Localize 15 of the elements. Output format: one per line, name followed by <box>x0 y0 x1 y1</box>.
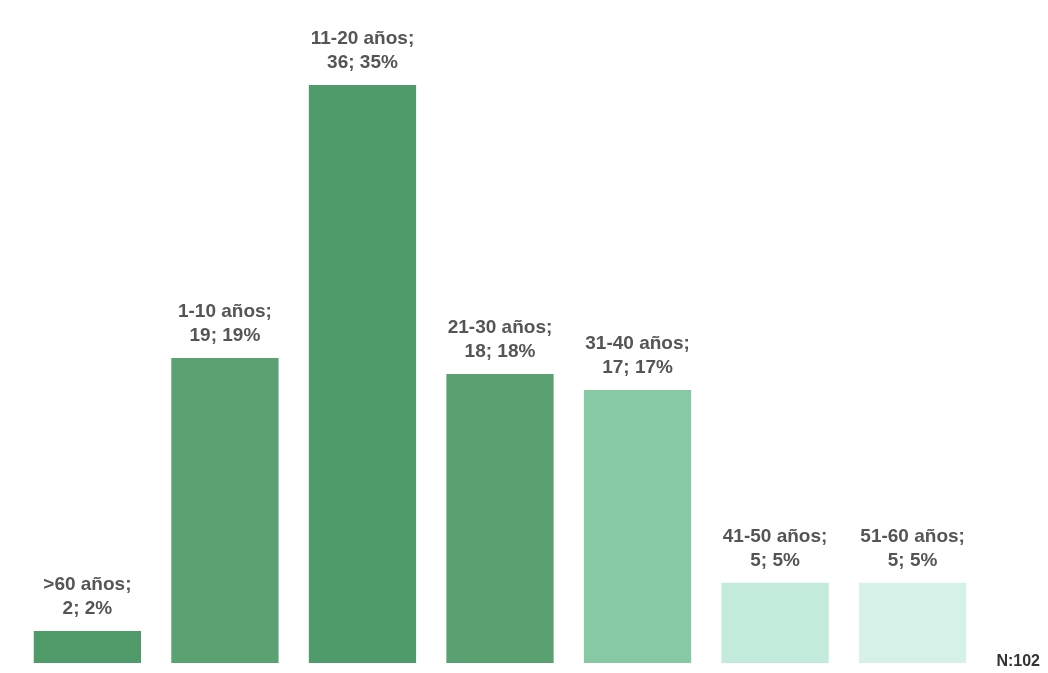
bar <box>33 630 142 663</box>
bar <box>171 357 279 663</box>
bar <box>446 374 554 663</box>
data-label: 1-10 años; 19; 19% <box>177 299 272 345</box>
data-label: 41-50 años; 5; 5% <box>722 524 828 570</box>
bar <box>858 582 967 663</box>
data-label: >60 años; 2; 2% <box>43 572 132 618</box>
data-label: 11-20 años; 36; 35% <box>310 27 415 72</box>
data-label: 51-60 años; 5; 5% <box>860 524 965 570</box>
data-label: 21-30 años; 18; 18% <box>447 316 553 361</box>
bar <box>308 85 417 663</box>
data-label: 31-40 años; 17; 17% <box>585 332 690 378</box>
bar <box>721 582 829 663</box>
text: N:102 <box>996 652 1040 670</box>
bar <box>583 390 692 663</box>
